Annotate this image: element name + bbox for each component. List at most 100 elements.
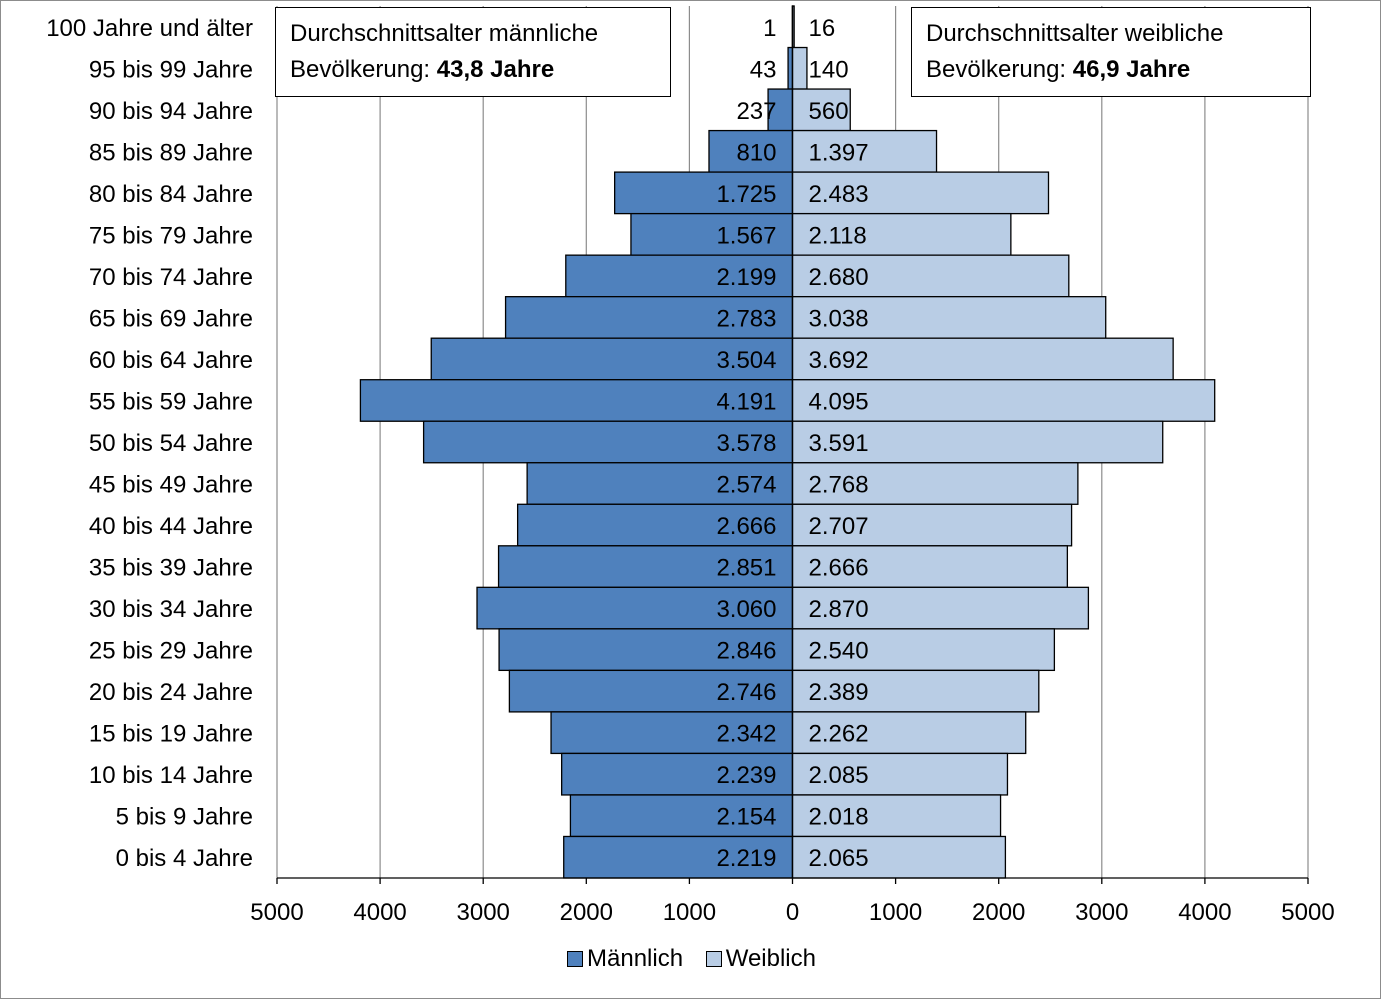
data-label-male: 1.567 [716,222,776,249]
bar-male [516,503,794,547]
legend-swatch-male [567,951,583,967]
data-label-female: 2.065 [809,845,869,872]
female-average-age-line2: Bevölkerung: 46,9 Jahre [926,52,1296,88]
data-label-male: 2.666 [716,513,776,540]
legend: Männlich Weiblich [0,945,1383,974]
bar-female [791,337,1174,381]
data-label-female: 2.483 [809,181,869,208]
data-label-male: 1 [763,15,776,42]
data-label-male: 2.342 [716,721,776,748]
category-label: 30 bis 34 Jahre [89,596,253,623]
bar-female [791,296,1107,339]
category-label: 25 bis 29 Jahre [89,638,253,665]
category-label: 95 bis 99 Jahre [89,56,253,83]
bar-male [614,171,794,215]
data-label-female: 2.118 [809,222,867,249]
x-tick-label: 4000 [353,899,406,926]
data-label-male: 237 [736,98,776,125]
data-label-male: 1.725 [716,181,776,208]
x-tick-label: 5000 [250,899,303,926]
data-label-male: 2.746 [716,679,776,706]
data-label-female: 560 [809,98,849,125]
data-label-female: 3.692 [809,347,869,374]
data-label-male: 2.783 [716,305,776,332]
bar-female [791,254,1070,298]
bar-female [791,711,1027,755]
data-label-male: 2.574 [716,472,776,499]
legend-swatch-female [705,951,722,967]
data-label-female: 2.768 [809,472,869,499]
data-label-female: 3.591 [809,430,869,457]
category-label: 35 bis 39 Jahre [89,555,253,582]
x-tick-label: 0 [786,899,799,926]
male-average-age-box: Durchschnittsalter männliche Bevölkerung… [275,7,671,97]
female-average-age-line1: Durchschnittsalter weibliche [926,20,1224,47]
category-label: 10 bis 14 Jahre [89,762,253,789]
bar-male [565,254,794,298]
male-average-age-prefix: Bevölkerung: [290,56,437,83]
data-label-male: 3.060 [716,596,776,623]
category-label: 85 bis 89 Jahre [89,139,253,166]
category-label: 80 bis 84 Jahre [89,181,253,208]
data-label-male: 43 [750,56,777,83]
bar-female [791,669,1040,713]
data-label-male: 2.239 [716,762,776,789]
x-tick-label: 3000 [457,899,510,926]
category-label: 55 bis 59 Jahre [89,388,253,415]
category-label: 60 bis 64 Jahre [89,347,253,374]
category-label: 65 bis 69 Jahre [89,305,253,332]
category-labels: 100 Jahre und älter 95 bis 99 Jahre 90 bis… [46,15,253,872]
bar-female [791,129,938,173]
bar-female [791,171,1050,215]
category-label: 90 bis 94 Jahre [89,98,253,125]
data-label-female: 2.085 [809,762,869,789]
data-label-female: 140 [809,56,849,83]
bar-male [630,212,794,256]
x-tick-label: 2000 [560,899,613,926]
data-label-male: 810 [736,139,776,166]
data-label-male: 2.154 [716,804,776,831]
x-tick-label: 1000 [663,899,716,926]
data-label-female: 2.389 [809,679,869,706]
male-average-age-line2: Bevölkerung: 43,8 Jahre [290,52,656,88]
category-label: 70 bis 74 Jahre [89,264,253,291]
data-label-female: 2.870 [809,596,869,623]
x-tick-label: 5000 [1281,899,1334,926]
x-tick-label: 4000 [1178,899,1231,926]
category-label: 0 bis 4 Jahre [116,845,253,872]
data-label-female: 3.038 [809,305,869,332]
legend-item-female: Weiblich [705,945,816,973]
data-label-male: 4.191 [716,388,776,415]
data-label-female: 16 [809,15,836,42]
data-label-female: 2.666 [809,555,869,582]
female-average-age-prefix: Bevölkerung: [926,56,1073,83]
bars [359,5,1216,879]
bar-female [791,420,1164,464]
bar-male [508,669,794,713]
data-label-male: 2.199 [716,264,776,291]
category-label: 75 bis 79 Jahre [89,222,253,249]
category-label: 5 bis 9 Jahre [116,804,253,831]
female-average-age-value: 46,9 Jahre [1072,56,1191,83]
x-tick-label: 1000 [869,899,922,926]
male-average-age-value: 43,8 Jahre [436,56,555,83]
data-label-male: 2.851 [716,555,776,582]
bar-male [430,337,794,381]
data-label-female: 2.707 [809,513,869,540]
legend-label-male: Männlich [587,945,684,972]
category-label: 40 bis 44 Jahre [89,513,253,540]
data-label-female: 2.680 [809,264,869,291]
data-label-female: 4.095 [809,388,869,415]
legend-item-male: Männlich [567,945,683,973]
male-average-age-line1: Durchschnittsalter männliche [290,20,599,47]
x-tick-label: 3000 [1075,899,1128,926]
data-label-female: 2.262 [809,721,869,748]
data-label-female: 2.540 [809,638,869,665]
bar-female [791,46,808,90]
bar-female [791,752,1009,796]
x-axis: 5000 4000 3000 2000 1000 0 1000 2000 3000 4000 500… [250,6,1335,926]
bar-female [791,379,1216,422]
data-labels: 1 16 43 140 237 560 810 1.397 1.725 2.483 1.567 2.1… [716,15,868,872]
data-label-female: 1.397 [809,139,869,166]
